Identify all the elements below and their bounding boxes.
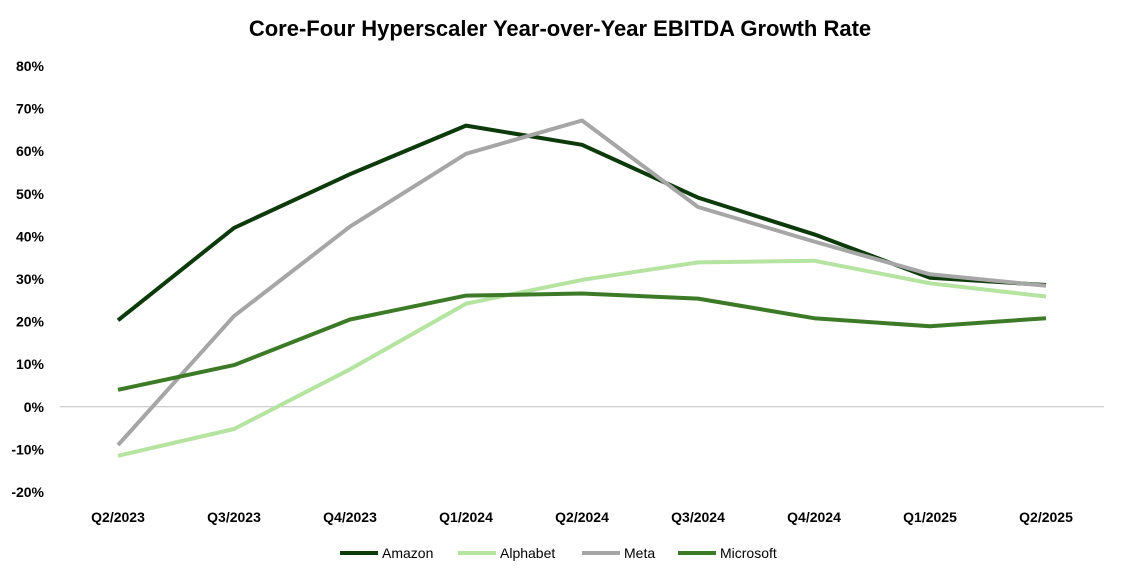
y-tick-label: 30% (16, 271, 45, 287)
legend-label-amazon: Amazon (382, 545, 433, 561)
y-tick-label: 40% (16, 228, 45, 244)
x-tick-label: Q3/2023 (207, 509, 261, 525)
x-tick-label: Q3/2024 (671, 509, 725, 525)
x-axis-ticks: Q2/2023 Q3/2023 Q4/2023 Q1/2024 Q2/2024 Q3/20… (91, 509, 1073, 525)
x-tick-label: Q2/2024 (555, 509, 609, 525)
series-lines (116, 118, 1047, 458)
y-tick-label: 20% (16, 314, 45, 330)
series-line-amazon (116, 123, 1047, 322)
y-tick-label: -20% (11, 484, 44, 500)
series-line-meta (116, 118, 1047, 447)
y-tick-label: 10% (16, 356, 45, 372)
y-tick-label: 0% (24, 399, 45, 415)
x-tick-label: Q2/2025 (1019, 509, 1073, 525)
y-tick-label: 50% (16, 186, 45, 202)
legend-label-alphabet: Alphabet (500, 545, 555, 561)
x-tick-label: Q1/2025 (903, 509, 957, 525)
y-tick-label: 70% (16, 101, 45, 117)
x-tick-label: Q2/2023 (91, 509, 145, 525)
series-line-microsoft (117, 291, 1047, 392)
x-tick-label: Q4/2023 (323, 509, 377, 525)
y-tick-label: 60% (16, 143, 45, 159)
legend: Amazon Alphabet Meta Microsoft (340, 545, 777, 561)
y-axis-ticks: 80% 70% 60% 50% 40% 30% 20% 10% 0% -10% -20% (11, 58, 44, 500)
legend-label-meta: Meta (624, 545, 655, 561)
y-tick-label: 80% (16, 58, 45, 74)
chart-title: Core-Four Hyperscaler Year-over-Year EBI… (249, 16, 871, 41)
x-tick-label: Q1/2024 (439, 509, 493, 525)
x-tick-label: Q4/2024 (787, 509, 841, 525)
y-tick-label: -10% (11, 441, 44, 457)
legend-label-microsoft: Microsoft (720, 545, 777, 561)
series-line-alphabet (117, 258, 1047, 458)
